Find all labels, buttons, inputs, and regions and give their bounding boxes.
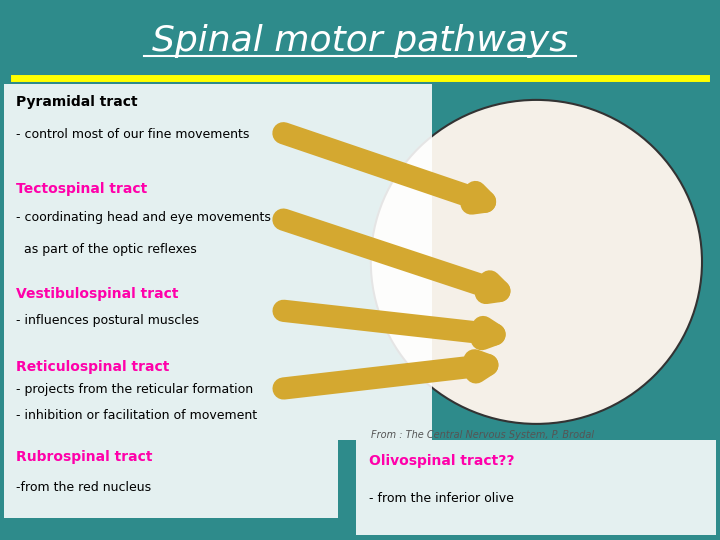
FancyBboxPatch shape <box>4 84 432 167</box>
Text: as part of the optic reflexes: as part of the optic reflexes <box>16 242 197 255</box>
Text: Pyramidal tract: Pyramidal tract <box>16 95 138 109</box>
Text: - influences postural muscles: - influences postural muscles <box>16 314 199 327</box>
FancyBboxPatch shape <box>356 440 716 535</box>
Text: - coordinating head and eye movements: - coordinating head and eye movements <box>16 211 271 224</box>
Text: Tectospinal tract: Tectospinal tract <box>16 182 147 196</box>
Text: Vestibulospinal tract: Vestibulospinal tract <box>16 287 179 301</box>
Text: Reticulospinal tract: Reticulospinal tract <box>16 360 169 374</box>
Text: - projects from the reticular formation: - projects from the reticular formation <box>16 383 253 396</box>
FancyBboxPatch shape <box>4 440 338 518</box>
Text: Spinal motor pathways: Spinal motor pathways <box>152 24 568 57</box>
Text: - from the inferior olive: - from the inferior olive <box>369 491 513 504</box>
Ellipse shape <box>371 100 702 424</box>
FancyBboxPatch shape <box>4 348 432 440</box>
Text: From : The Central Nervous System, P. Brodal: From : The Central Nervous System, P. Br… <box>371 430 594 440</box>
Text: - inhibition or facilitation of movement: - inhibition or facilitation of movement <box>16 409 257 422</box>
Text: - control most of our fine movements: - control most of our fine movements <box>16 129 249 141</box>
FancyBboxPatch shape <box>4 167 432 278</box>
Text: Rubrospinal tract: Rubrospinal tract <box>16 450 153 464</box>
Text: -from the red nucleus: -from the red nucleus <box>16 482 151 495</box>
FancyBboxPatch shape <box>4 278 432 348</box>
Text: Olivospinal tract??: Olivospinal tract?? <box>369 454 514 468</box>
